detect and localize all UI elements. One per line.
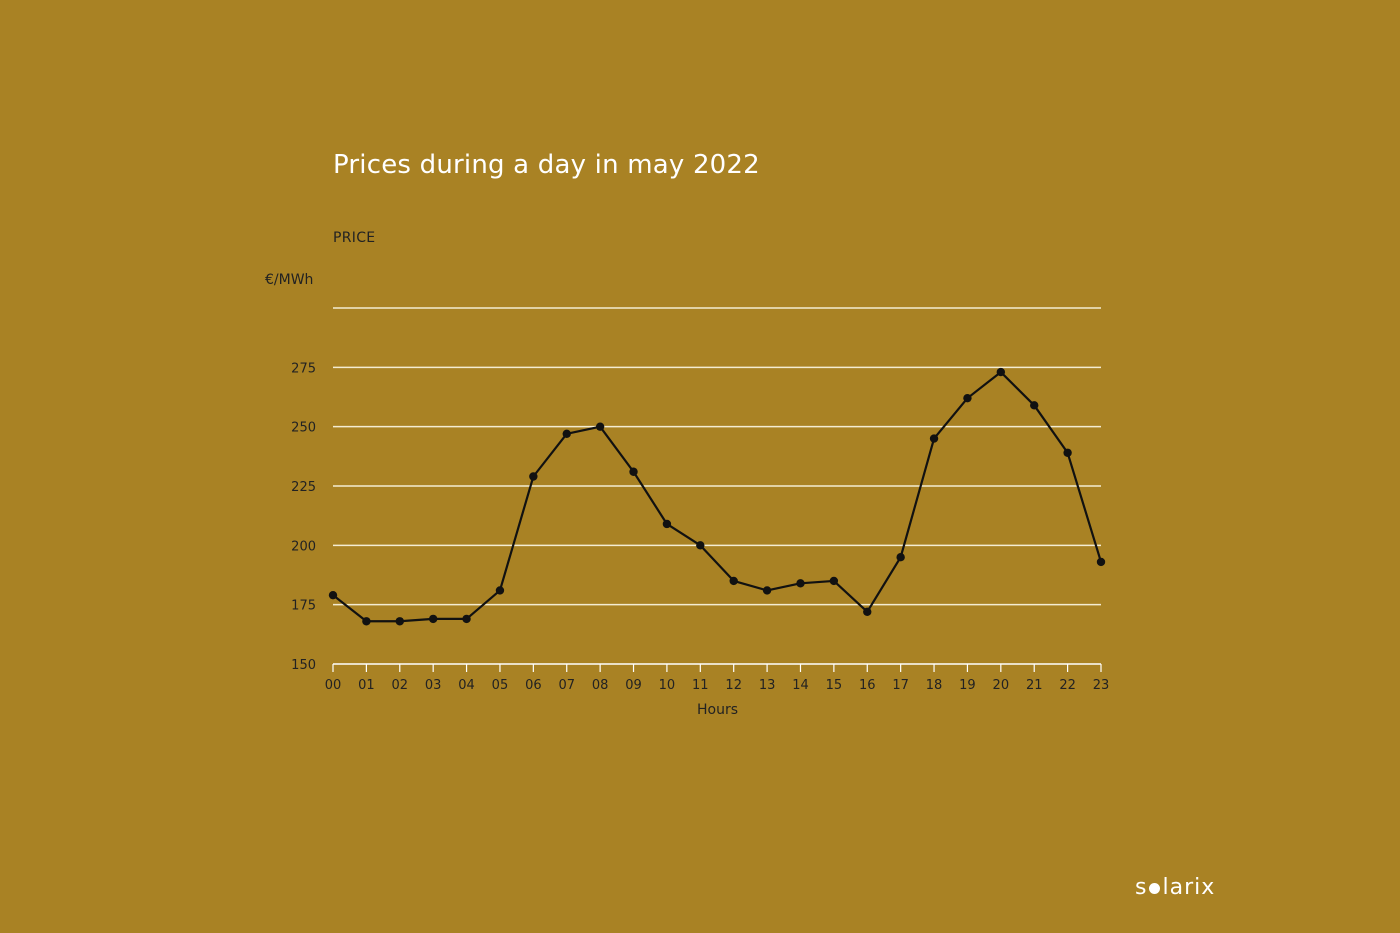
x-tick-label: 17 <box>892 678 909 693</box>
x-tick-label: 19 <box>959 678 976 693</box>
x-tick-label: 18 <box>926 678 943 693</box>
x-tick-label: 11 <box>692 678 709 693</box>
x-tick-label: 10 <box>659 678 676 693</box>
data-point <box>495 586 505 595</box>
data-point <box>1096 557 1106 567</box>
logo-text-start: s <box>1135 875 1148 900</box>
data-point <box>829 576 839 586</box>
data-point <box>762 586 772 595</box>
series-line <box>332 370 1103 623</box>
chart-title: Prices during a day in may 2022 <box>333 150 760 180</box>
data-point <box>696 541 705 550</box>
data-point <box>629 467 638 476</box>
y-axis-unit: €/MWh <box>265 272 314 288</box>
x-tick-label: 13 <box>759 678 776 693</box>
x-tick-label: 07 <box>558 678 575 693</box>
data-point <box>662 519 672 529</box>
data-point <box>1030 401 1039 410</box>
x-tick-label: 03 <box>425 678 442 693</box>
x-tick-label: 06 <box>525 678 542 693</box>
x-tick-label: 05 <box>492 678 509 693</box>
x-tick-label: 00 <box>325 678 342 693</box>
data-point <box>562 429 571 438</box>
data-point <box>328 590 338 600</box>
data-point <box>529 472 538 481</box>
x-tick-label: 04 <box>458 678 475 693</box>
data-point <box>362 617 371 626</box>
data-point <box>896 553 905 562</box>
y-axis-label: PRICE <box>333 230 376 246</box>
x-tick-label: 20 <box>993 678 1010 693</box>
x-tick-label: 21 <box>1026 678 1043 693</box>
y-tick-labels: 150 175 200 225 250 275 <box>291 361 316 673</box>
y-tick-label: 250 <box>291 421 316 436</box>
x-axis-label: Hours <box>697 702 739 718</box>
data-point <box>595 422 605 431</box>
x-tick-label: 02 <box>392 678 409 693</box>
y-tick-label: 275 <box>291 361 316 376</box>
y-tick-label: 200 <box>291 539 316 554</box>
x-tick-label: 14 <box>792 678 809 693</box>
data-point <box>428 614 438 624</box>
x-tick-label: 16 <box>859 678 876 693</box>
x-tick-label: 22 <box>1059 678 1076 693</box>
data-point <box>462 614 471 624</box>
x-tick-label: 15 <box>826 678 843 693</box>
data-point <box>1063 448 1072 457</box>
solarix-logo: s larix <box>1135 875 1215 900</box>
gridlines <box>333 307 1101 606</box>
data-point <box>729 576 738 586</box>
data-point <box>863 607 872 616</box>
logo-text-end: larix <box>1162 875 1216 900</box>
y-tick-label: 175 <box>291 599 316 614</box>
data-point <box>796 579 805 588</box>
data-point <box>996 367 1006 377</box>
logo-dot-icon <box>1149 883 1161 894</box>
x-tick-label: 01 <box>358 678 375 693</box>
data-point <box>963 393 972 403</box>
y-tick-label: 150 <box>291 658 316 673</box>
x-tick-label: 23 <box>1093 678 1110 693</box>
x-tick-label: 12 <box>725 678 742 693</box>
price-series <box>328 367 1106 626</box>
x-tick-label: 09 <box>625 678 642 693</box>
x-axis: 00 01 02 03 04 05 06 07 08 09 10 11 12 13 14 15 16 17 18 19… <box>325 663 1110 693</box>
x-tick-label: 08 <box>592 678 609 693</box>
data-point <box>929 434 939 443</box>
y-tick-label: 225 <box>291 480 316 495</box>
data-point <box>395 617 404 626</box>
